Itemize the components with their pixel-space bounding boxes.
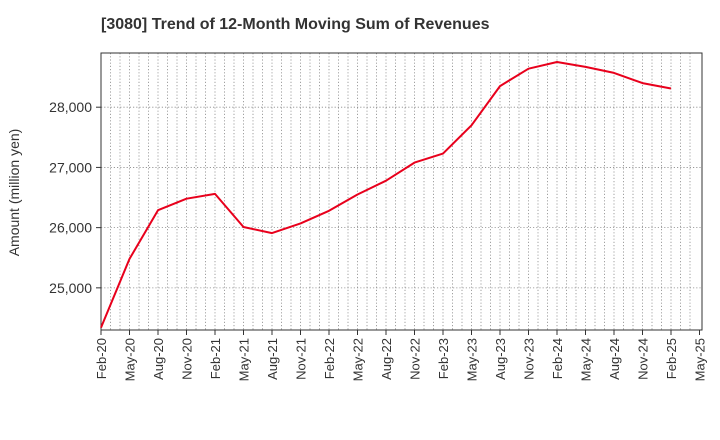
x-tick-label: May-23 [465,338,480,381]
x-tick-label: Aug-20 [151,338,166,380]
data-point [528,68,530,70]
data-point [471,124,473,126]
x-tick-label: Feb-20 [94,338,109,379]
data-point [100,327,102,329]
x-tick-label: May-20 [123,338,138,381]
x-tick-label: Nov-21 [294,338,309,380]
data-point [157,209,159,211]
x-tick-label: Aug-23 [493,338,508,380]
plot-frame [100,52,703,331]
x-tick-label: Nov-20 [180,338,195,380]
x-tick-label: Aug-22 [379,338,394,380]
x-tick-label: Nov-23 [522,338,537,380]
x-tick-label: May-25 [693,338,708,381]
data-point [613,72,615,74]
x-tick-label: Aug-24 [607,338,622,380]
x-tick-label: May-22 [351,338,366,381]
data-point [300,222,302,224]
x-tick-label: Nov-22 [408,338,423,380]
data-point [243,226,245,228]
x-tick-label: Aug-21 [265,338,280,380]
x-tick-label: Feb-24 [550,338,565,379]
data-point [328,210,330,212]
revenue-line [100,61,672,328]
data-point [414,162,416,164]
chart-title: [3080] Trend of 12-Month Moving Sum of R… [101,16,490,33]
x-tick-label: Feb-25 [664,338,679,379]
data-point [642,82,644,84]
data-point [214,193,216,195]
y-axis-label: Amount (million yen) [6,129,22,257]
y-tick-label: 28,000 [49,99,92,115]
x-tick-label: May-24 [579,338,594,381]
data-point [385,180,387,182]
x-tick-label: May-21 [237,338,252,381]
data-point [499,85,501,87]
data-point [357,194,359,196]
data-point [129,258,131,260]
data-point [442,153,444,155]
x-tick-label: Feb-23 [436,338,451,379]
data-point [271,232,273,234]
x-tick-label: Nov-24 [636,338,651,380]
y-tick-label: 26,000 [49,220,92,236]
y-tick-label: 27,000 [49,159,92,175]
data-point [670,88,672,90]
x-tick-label: Feb-21 [208,338,223,379]
data-point [186,198,188,200]
y-tick-label: 25,000 [49,280,92,296]
x-tick-label: Feb-22 [322,338,337,379]
data-point [556,61,558,63]
data-point [585,66,587,68]
